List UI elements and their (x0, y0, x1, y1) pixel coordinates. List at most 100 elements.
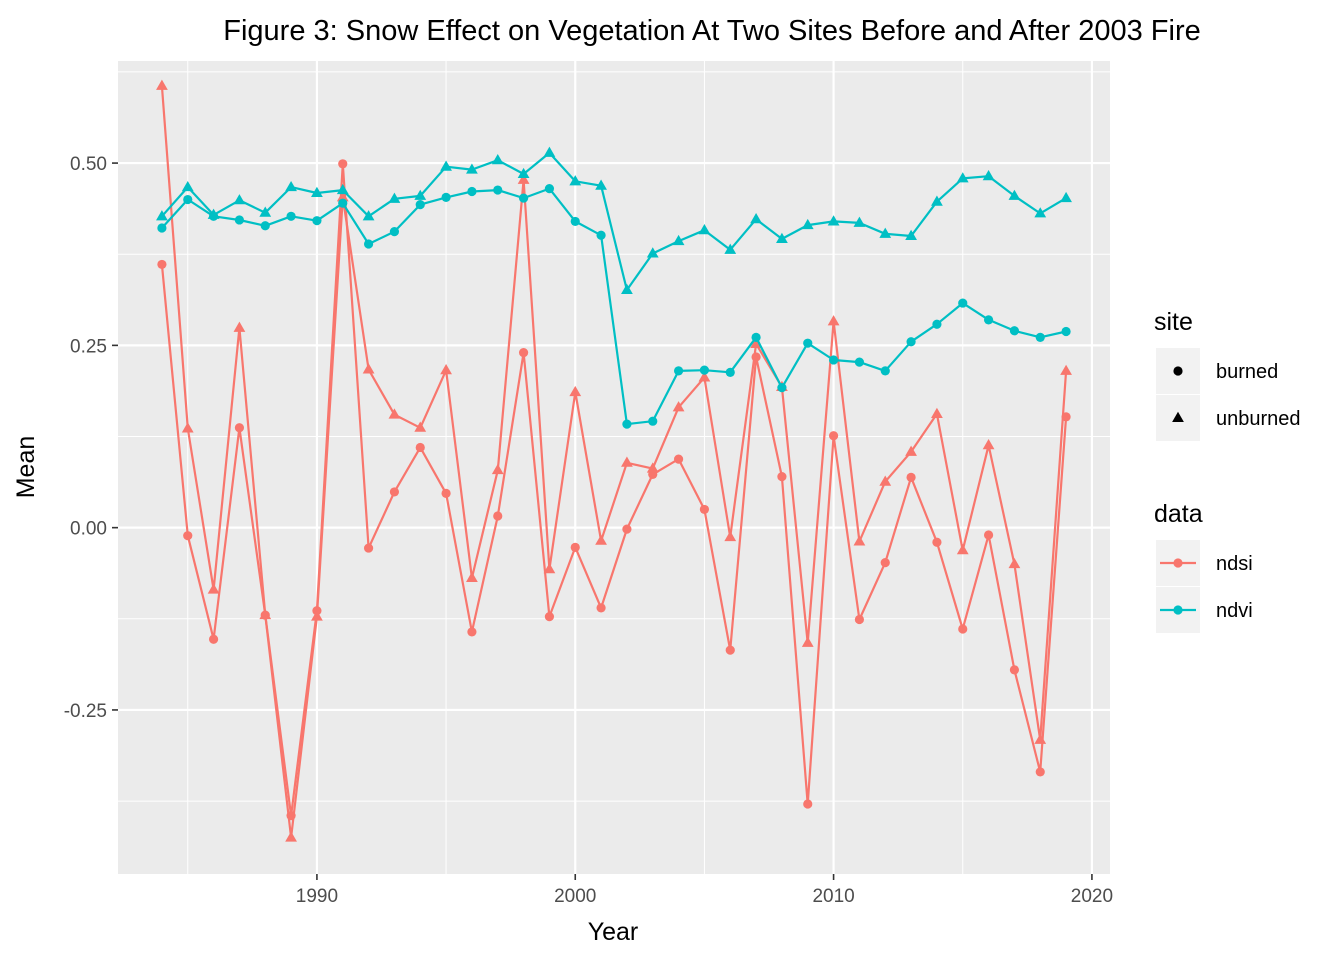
data-point-ndvi-burned (363, 239, 374, 249)
data-point-ndvi-unburned (491, 153, 504, 165)
data-point-ndvi-unburned (1060, 191, 1072, 203)
data-point-ndvi-unburned (801, 218, 814, 230)
data-point-ndsi-unburned (388, 408, 401, 419)
data-point-ndvi-burned (286, 211, 296, 221)
data-point-ndvi-burned (777, 383, 787, 393)
data-point-ndvi-burned (312, 216, 322, 226)
data-point-ndsi-burned (493, 511, 503, 521)
data-point-ndvi-burned (751, 332, 761, 342)
data-point-ndvi-unburned (853, 216, 866, 227)
data-point-ndsi-unburned (595, 534, 607, 545)
data-point-ndsi-unburned (724, 530, 737, 542)
x-tick-label: 1990 (296, 886, 338, 907)
data-point-ndsi-unburned (569, 385, 582, 397)
data-point-ndsi-unburned (259, 608, 272, 620)
data-point-ndvi-unburned (1034, 207, 1047, 218)
data-point-ndvi-burned (1009, 326, 1020, 336)
x-axis-label: Year (588, 918, 639, 946)
data-point-ndsi-unburned (853, 535, 866, 546)
x-tick-label: 2020 (1071, 886, 1113, 907)
data-point-ndvi-burned (854, 357, 865, 367)
data-point-ndsi-burned (338, 159, 348, 169)
data-point-ndsi-burned (544, 612, 555, 622)
data-point-ndsi-unburned (646, 462, 659, 473)
data-point-ndvi-unburned (621, 283, 633, 294)
data-point-ndsi-burned (183, 531, 193, 541)
data-point-ndvi-unburned (595, 179, 607, 190)
data-point-ndvi-burned (467, 186, 477, 197)
data-point-ndsi-burned (828, 431, 839, 441)
data-point-ndvi-unburned (259, 206, 272, 217)
data-point-ndsi-unburned (1034, 733, 1047, 744)
data-point-ndsi-burned (208, 634, 219, 644)
data-point-ndsi-unburned (311, 610, 323, 621)
data-point-ndvi-burned (234, 215, 245, 225)
data-point-ndvi-burned (338, 198, 348, 208)
data-point-ndsi-burned (363, 543, 374, 553)
data-point-ndsi-unburned (517, 173, 530, 184)
data-point-ndsi-unburned (931, 407, 943, 418)
data-point-ndsi-burned (725, 645, 735, 655)
data-point-ndvi-burned (570, 216, 580, 227)
legend-title-site: site (1154, 308, 1193, 336)
data-point-ndvi-unburned (672, 234, 685, 246)
data-point-ndsi-burned (958, 624, 968, 634)
data-point-ndsi-burned (441, 488, 451, 498)
data-point-ndsi-burned (673, 454, 684, 464)
data-point-ndsi-unburned (621, 456, 633, 467)
series-ndvi-unburned (156, 146, 1072, 294)
data-point-ndvi-burned (389, 227, 400, 237)
data-point-ndsi-unburned (207, 583, 220, 594)
legend-label-ndsi: ndsi (1216, 553, 1253, 575)
data-point-ndvi-burned (441, 192, 451, 202)
data-point-ndsi-burned (389, 487, 400, 497)
data-point-ndsi-unburned (491, 463, 504, 475)
series-ndsi-burned (157, 159, 1071, 821)
y-tick-label: 0.25 (70, 336, 107, 357)
data-point-ndsi-burned (234, 423, 245, 433)
data-point-ndsi-unburned (233, 321, 246, 332)
data-point-ndsi-burned (803, 799, 813, 809)
data-point-ndvi-unburned (156, 210, 168, 221)
data-point-ndsi-unburned (827, 315, 840, 326)
x-tick-label: 2010 (812, 886, 854, 907)
data-point-ndsi-burned (983, 530, 994, 540)
data-point-ndvi-burned (725, 367, 735, 377)
data-point-ndvi-burned (958, 298, 968, 308)
data-point-ndvi-burned (260, 221, 270, 231)
y-axis-label: Mean (12, 436, 40, 499)
legend-key-burned (1173, 366, 1183, 376)
data-point-ndsi-burned (932, 537, 942, 547)
legend-key-ndsi (1173, 558, 1183, 568)
data-point-ndvi-unburned (956, 172, 969, 183)
data-point-ndvi-unburned (336, 183, 349, 195)
data-point-ndvi-unburned (181, 180, 194, 192)
plot-panel (118, 61, 1110, 874)
y-tick-label: 0.00 (70, 519, 107, 540)
data-point-ndsi-unburned (466, 571, 478, 582)
data-point-ndvi-burned (1035, 332, 1045, 342)
data-point-ndsi-unburned (1008, 557, 1021, 569)
data-point-ndvi-unburned (724, 243, 737, 254)
legend-key-ndvi (1173, 605, 1183, 615)
data-point-ndvi-unburned (879, 227, 892, 238)
legend-label-unburned: unburned (1216, 408, 1301, 430)
data-point-ndvi-unburned (285, 180, 297, 192)
data-point-ndsi-unburned (181, 422, 194, 433)
data-point-ndsi-burned (906, 472, 916, 482)
data-point-ndsi-burned (622, 524, 632, 534)
y-tick-label: 0.50 (70, 154, 107, 175)
data-point-ndvi-unburned (750, 213, 762, 224)
data-point-ndvi-unburned (311, 186, 323, 198)
data-point-ndsi-burned (570, 542, 580, 552)
series-line-ndvi-unburned (161, 151, 1067, 292)
data-point-ndsi-unburned (801, 636, 814, 647)
data-point-ndsi-burned (157, 259, 167, 270)
data-point-ndvi-unburned (905, 229, 917, 241)
data-point-ndvi-unburned (440, 160, 452, 171)
data-point-ndvi-burned (906, 337, 916, 347)
data-point-ndvi-burned (828, 355, 839, 365)
data-point-ndvi-unburned (569, 175, 582, 186)
series-line-ndsi-unburned (160, 85, 1068, 839)
